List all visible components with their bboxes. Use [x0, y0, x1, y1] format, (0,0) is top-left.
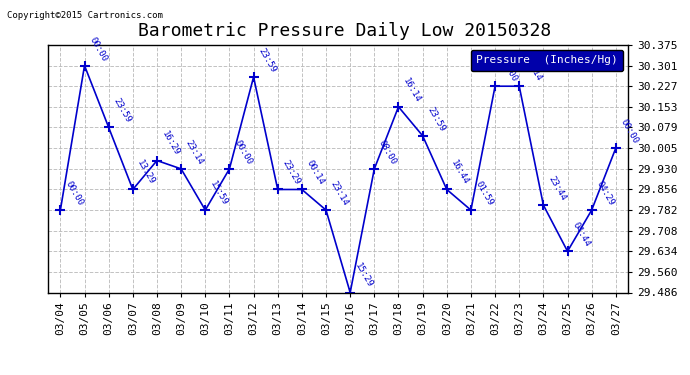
Text: 00:14: 00:14 — [305, 159, 326, 187]
Text: 00:00: 00:00 — [63, 180, 84, 207]
Text: 00:00: 00:00 — [498, 56, 519, 83]
Text: 04:29: 04:29 — [595, 180, 615, 207]
Text: 16:29: 16:29 — [160, 130, 181, 158]
Text: 01:59: 01:59 — [474, 180, 495, 207]
Text: 23:14: 23:14 — [184, 138, 205, 166]
Text: 00:00: 00:00 — [88, 35, 108, 63]
Text: Copyright©2015 Cartronics.com: Copyright©2015 Cartronics.com — [7, 11, 163, 20]
Text: 23:59: 23:59 — [112, 97, 132, 124]
Text: 00:00: 00:00 — [619, 117, 640, 145]
Text: 23:44: 23:44 — [546, 174, 567, 202]
Text: 16:14: 16:14 — [522, 56, 543, 83]
Text: 23:59: 23:59 — [257, 46, 277, 74]
Text: Barometric Pressure Daily Low 20150328: Barometric Pressure Daily Low 20150328 — [139, 22, 551, 40]
Text: 16:14: 16:14 — [402, 76, 422, 104]
Text: 16:44: 16:44 — [450, 159, 471, 187]
Text: 08:00: 08:00 — [377, 138, 398, 166]
Text: 04:44: 04:44 — [571, 221, 591, 249]
Text: 15:59: 15:59 — [208, 180, 229, 207]
Text: 00:00: 00:00 — [233, 138, 253, 166]
Text: 13:29: 13:29 — [136, 159, 157, 187]
Text: 23:59: 23:59 — [426, 105, 446, 133]
Legend: Pressure  (Inches/Hg): Pressure (Inches/Hg) — [471, 50, 622, 70]
Text: 15:29: 15:29 — [353, 262, 374, 290]
Text: 23:14: 23:14 — [329, 180, 350, 207]
Text: 23:29: 23:29 — [281, 159, 302, 187]
